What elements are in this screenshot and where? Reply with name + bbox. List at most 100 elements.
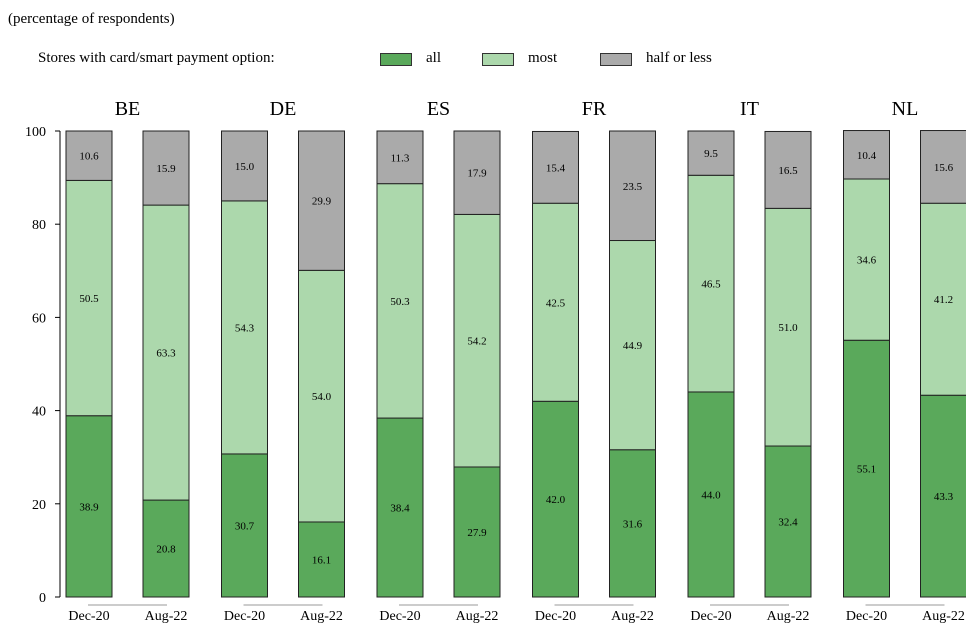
data-label-es-aug-22-seg-0: 27.9	[467, 527, 487, 539]
legend-title: Stores with card/smart payment option:	[38, 50, 275, 66]
data-label-be-aug-22-seg-0: 20.8	[156, 544, 176, 556]
bar-de-dec-20-seg-0	[221, 453, 268, 598]
data-label-de-aug-22-seg-1: 54.0	[312, 391, 332, 403]
bar-be-aug-22-seg-2	[142, 130, 190, 206]
x-tick-label-de-dec-20: Dec-20	[224, 609, 265, 624]
x-tick-label-de-aug-22: Aug-22	[300, 609, 343, 624]
bar-es-dec-20-seg-1	[376, 183, 424, 419]
data-label-es-dec-20-seg-0: 38.4	[390, 503, 410, 515]
y-tick-label-40: 40	[32, 405, 46, 420]
panel-title-es: ES	[427, 98, 450, 120]
x-tick-label-nl-dec-20: Dec-20	[846, 609, 887, 624]
bar-nl-dec-20-seg-2	[843, 130, 890, 180]
y-tick-label-0: 0	[39, 591, 46, 606]
data-label-nl-aug-22-seg-0: 43.3	[934, 491, 954, 503]
x-tick-label-it-aug-22: Aug-22	[767, 609, 810, 624]
data-label-it-aug-22-seg-0: 32.4	[778, 517, 798, 529]
bar-fr-dec-20-seg-2	[532, 130, 579, 204]
bar-be-dec-20-seg-2	[65, 130, 113, 181]
y-tick-label-100: 100	[25, 125, 46, 140]
bar-es-aug-22-seg-1	[453, 213, 501, 468]
bar-nl-dec-20-seg-1	[843, 178, 890, 341]
bar-de-aug-22-seg-2	[298, 130, 345, 271]
data-label-fr-aug-22-seg-0: 31.6	[623, 518, 643, 530]
y-tick-label-80: 80	[32, 218, 46, 233]
data-label-es-aug-22-seg-2: 17.9	[467, 168, 487, 180]
data-label-it-aug-22-seg-2: 16.5	[778, 165, 798, 177]
data-label-be-aug-22-seg-1: 63.3	[156, 348, 176, 360]
legend-swatch-most	[482, 53, 514, 66]
data-label-it-dec-20-seg-2: 9.5	[704, 148, 718, 160]
legend-swatch-half-or-less	[600, 53, 632, 66]
x-tick-label-es-aug-22: Aug-22	[456, 609, 499, 624]
bar-nl-aug-22-seg-1	[920, 202, 966, 396]
bar-es-dec-20-seg-2	[376, 130, 424, 185]
data-label-fr-dec-20-seg-2: 15.4	[546, 162, 566, 174]
bar-nl-aug-22-seg-2	[920, 130, 966, 204]
data-label-be-dec-20-seg-1: 50.5	[79, 293, 99, 305]
data-label-nl-dec-20-seg-0: 55.1	[857, 464, 876, 476]
bar-es-aug-22-seg-0	[453, 466, 501, 598]
x-tick-label-fr-dec-20: Dec-20	[535, 609, 576, 624]
bar-fr-aug-22-seg-0	[609, 449, 656, 598]
x-tick-label-fr-aug-22: Aug-22	[611, 609, 654, 624]
data-label-de-aug-22-seg-2: 29.9	[312, 196, 332, 208]
data-label-fr-dec-20-seg-0: 42.0	[546, 494, 566, 506]
chart-subtitle: (percentage of respondents)	[8, 11, 175, 27]
data-label-de-aug-22-seg-0: 16.1	[312, 554, 331, 566]
x-tick-label-nl-aug-22: Aug-22	[922, 609, 965, 624]
data-label-nl-dec-20-seg-2: 10.4	[857, 150, 877, 162]
data-label-fr-dec-20-seg-1: 42.5	[546, 297, 566, 309]
y-tick-label-20: 20	[32, 498, 46, 513]
bar-de-dec-20-seg-1	[221, 200, 268, 455]
legend-swatch-all	[380, 53, 412, 66]
bar-it-aug-22-seg-0	[764, 445, 812, 598]
data-label-be-dec-20-seg-0: 38.9	[79, 501, 99, 513]
bar-it-aug-22-seg-2	[764, 130, 812, 209]
bar-it-dec-20-seg-1	[687, 174, 735, 393]
data-label-nl-dec-20-seg-1: 34.6	[857, 255, 877, 267]
data-label-be-aug-22-seg-2: 15.9	[156, 163, 176, 175]
panel-title-it: IT	[740, 98, 759, 120]
legend-label-most: most	[528, 50, 558, 66]
bar-fr-dec-20-seg-0	[532, 400, 579, 598]
data-label-es-dec-20-seg-1: 50.3	[390, 296, 410, 308]
panel-title-fr: FR	[582, 98, 607, 120]
data-label-es-dec-20-seg-2: 11.3	[391, 152, 410, 164]
y-tick-label-60: 60	[32, 311, 46, 326]
data-label-it-aug-22-seg-1: 51.0	[778, 322, 798, 334]
data-label-de-dec-20-seg-0: 30.7	[235, 520, 255, 532]
legend-label-half-or-less: half or less	[646, 50, 712, 66]
bar-de-dec-20-seg-2	[221, 130, 268, 202]
bar-be-aug-22-seg-0	[142, 499, 190, 598]
data-label-be-dec-20-seg-2: 10.6	[79, 151, 99, 163]
panel-title-nl: NL	[892, 98, 919, 120]
legend-label-all: all	[426, 50, 441, 66]
bar-it-aug-22-seg-1	[764, 207, 812, 447]
bar-es-aug-22-seg-2	[453, 130, 501, 215]
bar-be-dec-20-seg-0	[65, 415, 113, 598]
x-tick-label-es-dec-20: Dec-20	[379, 609, 420, 624]
x-tick-label-be-aug-22: Aug-22	[145, 609, 188, 624]
bar-nl-aug-22-seg-0	[920, 394, 966, 598]
data-label-fr-aug-22-seg-1: 44.9	[623, 340, 643, 352]
bar-fr-aug-22-seg-1	[609, 240, 656, 451]
data-label-fr-aug-22-seg-2: 23.5	[623, 181, 643, 193]
x-tick-label-be-dec-20: Dec-20	[68, 609, 109, 624]
data-label-de-dec-20-seg-1: 54.3	[235, 322, 255, 334]
x-tick-label-it-dec-20: Dec-20	[690, 609, 731, 624]
bar-fr-aug-22-seg-2	[609, 130, 656, 242]
data-label-it-dec-20-seg-0: 44.0	[701, 489, 721, 501]
data-label-es-aug-22-seg-1: 54.2	[467, 336, 486, 348]
panel-title-de: DE	[270, 98, 297, 120]
data-label-nl-aug-22-seg-1: 41.2	[934, 294, 953, 306]
panel-title-be: BE	[115, 98, 141, 120]
data-label-nl-aug-22-seg-2: 15.6	[934, 162, 954, 174]
bar-it-dec-20-seg-2	[687, 130, 735, 176]
bar-be-aug-22-seg-1	[142, 204, 190, 501]
bar-es-dec-20-seg-0	[376, 417, 424, 598]
data-label-de-dec-20-seg-2: 15.0	[235, 161, 255, 173]
data-label-it-dec-20-seg-1: 46.5	[701, 279, 721, 291]
